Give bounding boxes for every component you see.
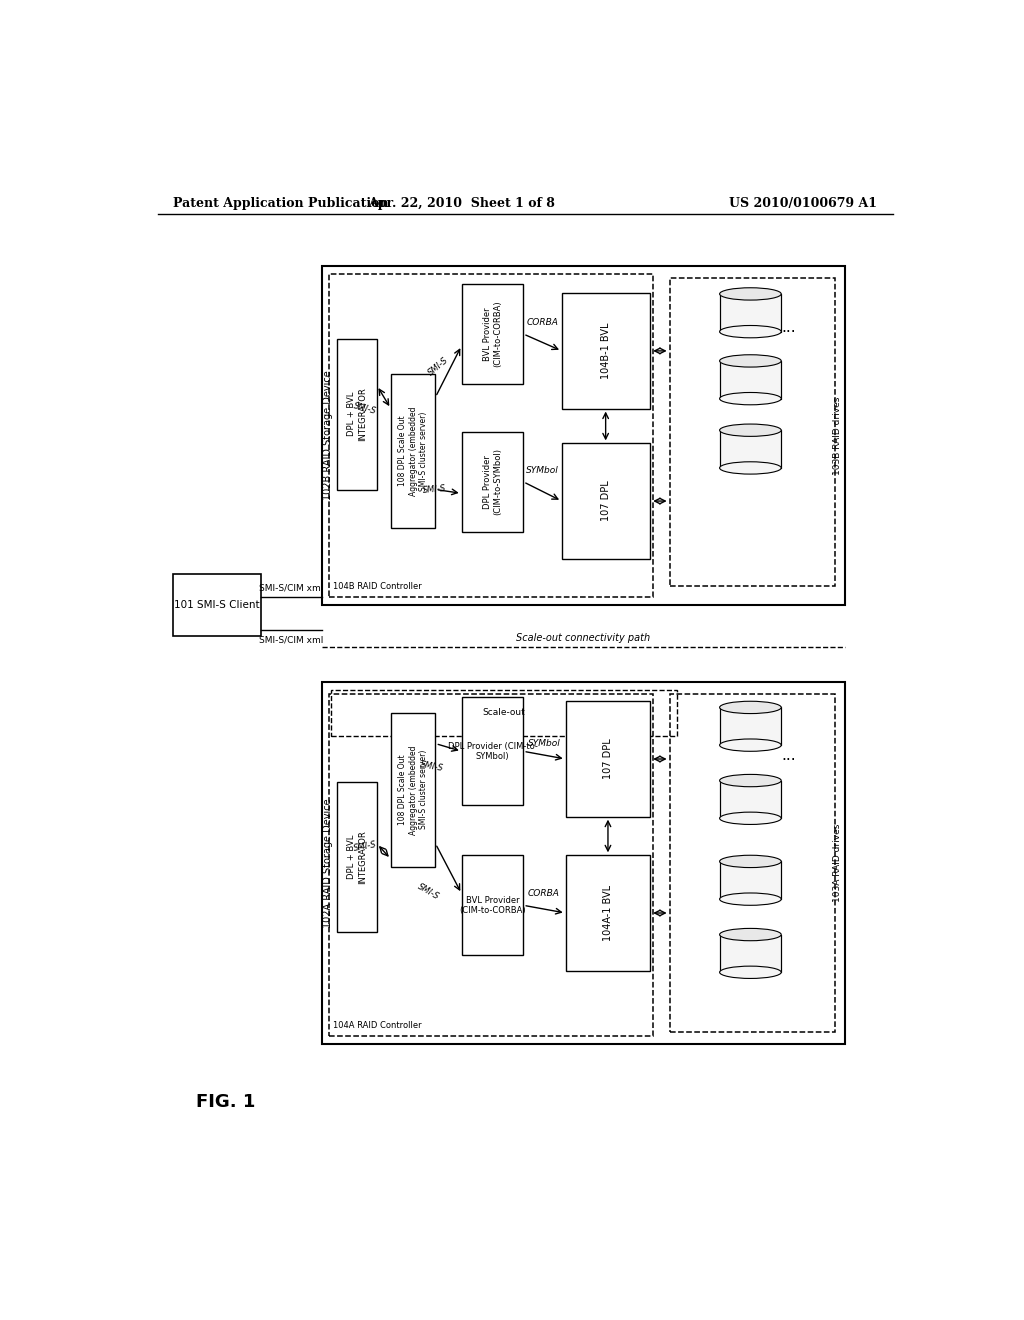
Text: Scale-out: Scale-out: [482, 709, 525, 717]
Bar: [337, 339, 377, 490]
Bar: [462, 855, 523, 956]
Text: DPL Provider (CIM-to-
SYMbol): DPL Provider (CIM-to- SYMbol): [447, 742, 538, 762]
Bar: [720, 708, 781, 744]
Bar: [720, 780, 781, 818]
Text: CORBA: CORBA: [528, 890, 560, 898]
Bar: [330, 275, 652, 598]
Bar: [173, 574, 261, 636]
Text: CORBA: CORBA: [526, 318, 558, 327]
Ellipse shape: [720, 855, 781, 867]
Bar: [322, 267, 845, 605]
Bar: [720, 360, 781, 399]
Ellipse shape: [720, 775, 781, 787]
Text: SYMbol: SYMbol: [526, 466, 559, 475]
Bar: [331, 689, 677, 737]
Ellipse shape: [720, 928, 781, 941]
Bar: [720, 935, 781, 973]
Ellipse shape: [720, 326, 781, 338]
Bar: [337, 781, 377, 932]
Text: Patent Application Publication: Patent Application Publication: [173, 197, 388, 210]
Bar: [565, 701, 650, 817]
Text: SMI-S/CIM xml: SMI-S/CIM xml: [259, 635, 324, 644]
Text: 104A-1 BVL: 104A-1 BVL: [603, 884, 613, 941]
Ellipse shape: [720, 392, 781, 405]
Bar: [562, 293, 650, 409]
Text: 102A RAID Storage Device: 102A RAID Storage Device: [323, 799, 333, 928]
Ellipse shape: [720, 288, 781, 300]
Bar: [670, 693, 836, 1032]
Text: DPL Provider
(CIM-to-SYMbol): DPL Provider (CIM-to-SYMbol): [482, 449, 502, 515]
Text: US 2010/0100679 A1: US 2010/0100679 A1: [729, 197, 878, 210]
Bar: [330, 693, 652, 1036]
Text: BVL Provider
(CIM-to-CORBA): BVL Provider (CIM-to-CORBA): [459, 895, 525, 915]
Text: 103B RAID drives: 103B RAID drives: [833, 396, 842, 475]
Text: 104A RAID Controller: 104A RAID Controller: [333, 1022, 422, 1030]
Ellipse shape: [720, 355, 781, 367]
Text: SMI-S: SMI-S: [423, 484, 446, 495]
Ellipse shape: [720, 739, 781, 751]
Text: SYMbol: SYMbol: [527, 739, 560, 748]
Text: 102B RAID Storage Device: 102B RAID Storage Device: [323, 371, 333, 500]
Bar: [720, 294, 781, 331]
Bar: [565, 855, 650, 970]
Text: Apr. 22, 2010  Sheet 1 of 8: Apr. 22, 2010 Sheet 1 of 8: [369, 197, 555, 210]
Text: Scale-out connectivity path: Scale-out connectivity path: [516, 634, 650, 643]
Bar: [391, 374, 435, 528]
Text: DPL + BVL
INTEGRATOR: DPL + BVL INTEGRATOR: [347, 387, 367, 441]
Text: 108 DPL Scale Out
Aggregator (embedded
SMI-S cluster server): 108 DPL Scale Out Aggregator (embedded S…: [398, 407, 428, 496]
Bar: [720, 862, 781, 899]
Bar: [462, 284, 523, 384]
Text: 107 DPL: 107 DPL: [601, 480, 610, 521]
Text: DPL + BVL
INTEGRATOR: DPL + BVL INTEGRATOR: [347, 830, 367, 883]
Ellipse shape: [720, 892, 781, 906]
Text: 104B-1 BVL: 104B-1 BVL: [601, 322, 610, 379]
Text: 101 SMI-S Client: 101 SMI-S Client: [174, 601, 260, 610]
Text: BVL Provider
(CIM-to-CORBA): BVL Provider (CIM-to-CORBA): [482, 301, 502, 367]
Text: 108 DPL Scale Out
Aggregator (embedded
SMI-S cluster server): 108 DPL Scale Out Aggregator (embedded S…: [398, 744, 428, 834]
Text: SMI-S: SMI-S: [427, 355, 451, 378]
Ellipse shape: [720, 966, 781, 978]
Bar: [720, 430, 781, 469]
Text: 103A RAID drives: 103A RAID drives: [833, 824, 842, 902]
Text: FIG. 1: FIG. 1: [196, 1093, 255, 1110]
Ellipse shape: [720, 701, 781, 714]
Ellipse shape: [720, 424, 781, 437]
Bar: [462, 697, 523, 805]
Bar: [562, 444, 650, 558]
Text: ...: ...: [781, 747, 797, 763]
Text: SMI-S: SMI-S: [353, 840, 378, 853]
Bar: [391, 713, 435, 867]
Text: SMI-S: SMI-S: [420, 760, 444, 774]
Text: SMI-S/CIM xml: SMI-S/CIM xml: [259, 583, 324, 593]
Bar: [322, 682, 845, 1044]
Text: 107 DPL: 107 DPL: [603, 739, 613, 779]
Bar: [462, 432, 523, 532]
Text: SMI-S: SMI-S: [416, 882, 441, 902]
Text: ...: ...: [781, 321, 797, 335]
Bar: [670, 277, 836, 586]
Text: 104B RAID Controller: 104B RAID Controller: [333, 582, 422, 591]
Ellipse shape: [720, 462, 781, 474]
Ellipse shape: [720, 812, 781, 825]
Text: SMI-S: SMI-S: [353, 401, 378, 416]
